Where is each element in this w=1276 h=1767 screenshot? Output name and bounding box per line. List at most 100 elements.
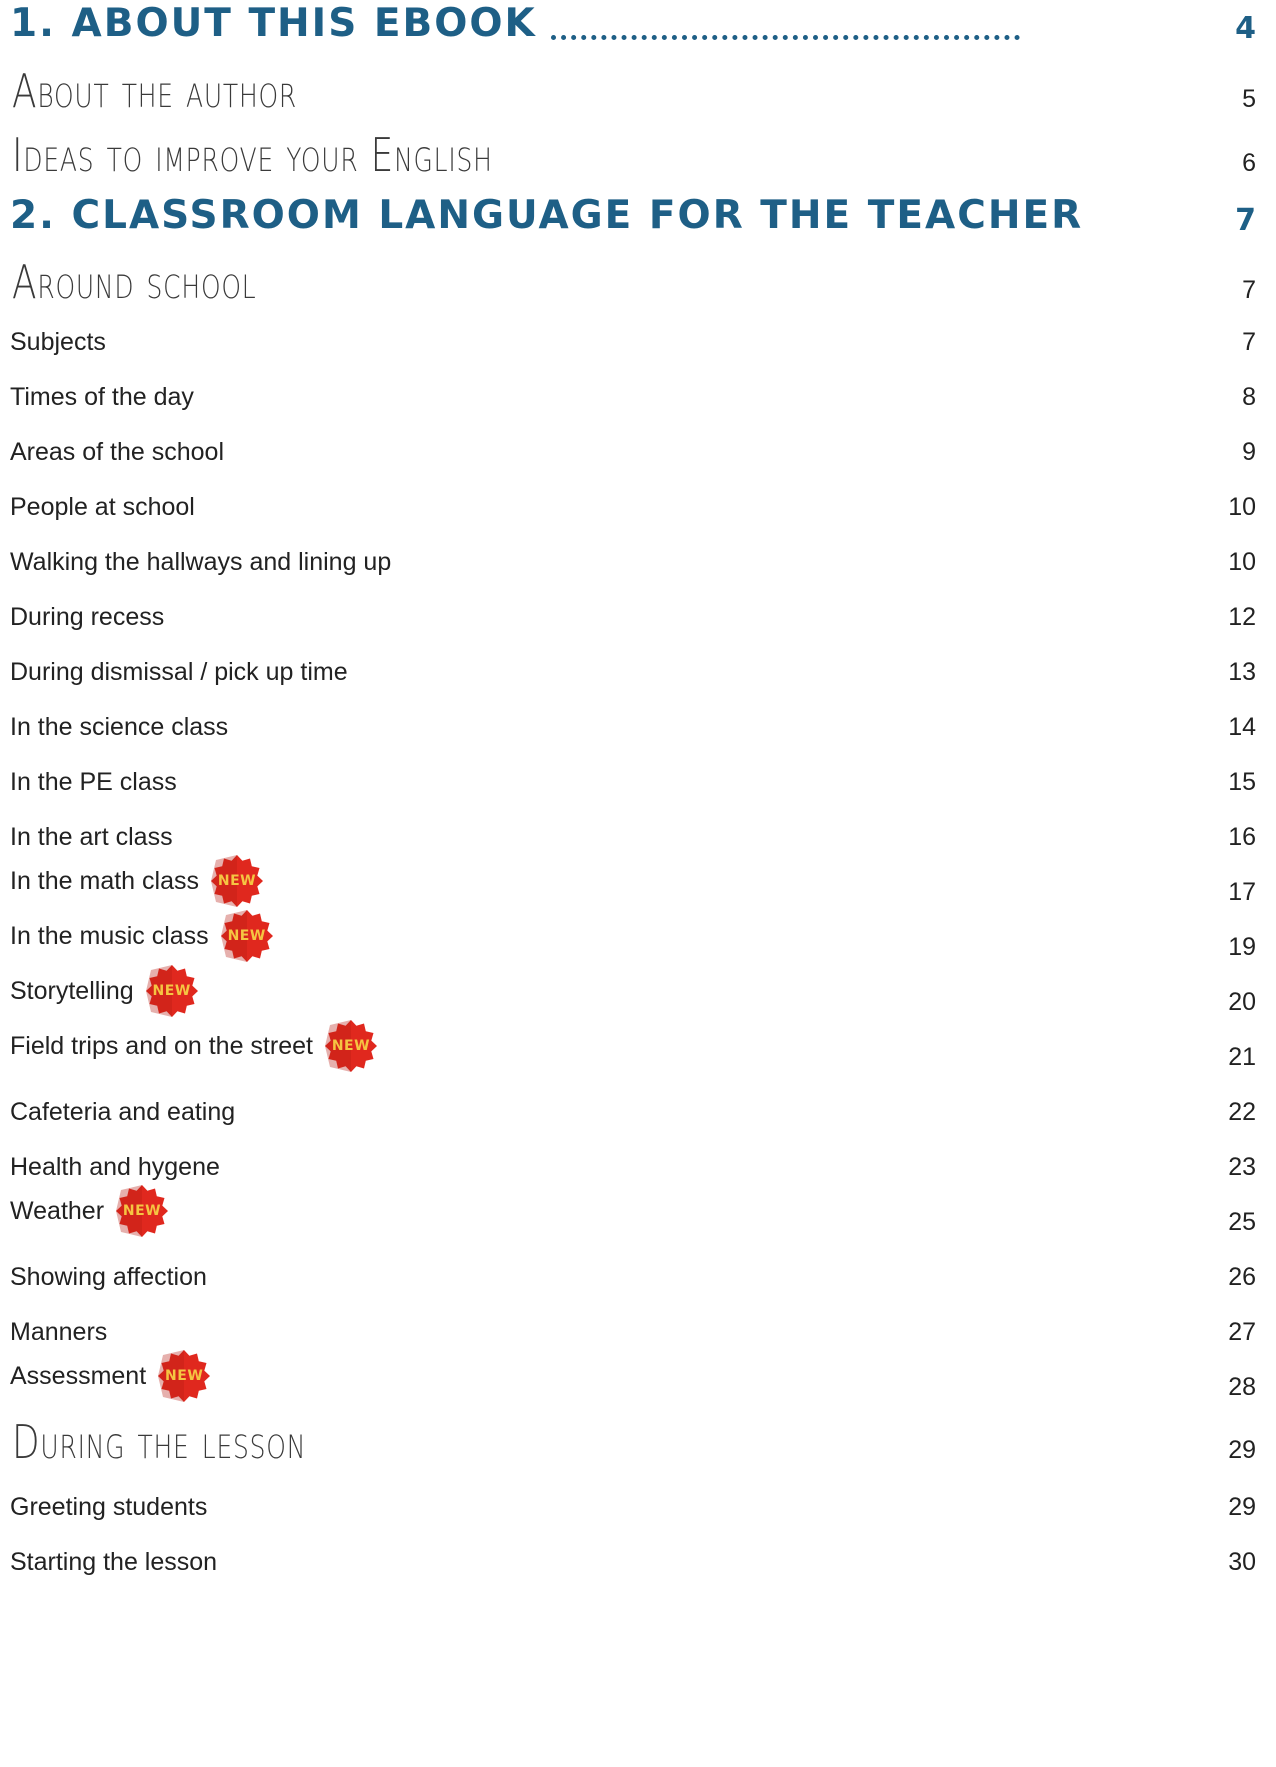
toc-entry[interactable]: Manners 27 <box>0 1302 1276 1357</box>
toc-title: During the lesson <box>12 1415 306 1469</box>
toc-entry[interactable]: In the art class 16 <box>0 807 1276 862</box>
new-badge-label: NEW <box>217 873 257 889</box>
new-badge-icon: NEW <box>210 855 263 907</box>
toc-entry[interactable]: Health and hygene 23 <box>0 1137 1276 1192</box>
toc-title-text: Health and hygene <box>10 1153 220 1181</box>
toc-chapter[interactable]: 1. About this ebook 4 <box>0 0 1276 60</box>
toc-title: Subjects <box>10 328 106 357</box>
toc-title-text: Subjects <box>10 328 106 356</box>
toc-title: In the art class <box>10 823 173 852</box>
toc-entry[interactable]: In the science class 14 <box>0 697 1276 752</box>
toc-title-text: Storytelling <box>10 976 134 1005</box>
toc-title-text: Ideas to improve your English <box>12 128 493 182</box>
toc-title: Cafeteria and eating <box>10 1098 235 1127</box>
toc-entry[interactable]: People at school 10 <box>0 477 1276 532</box>
toc-page-number: 27 <box>1228 1318 1256 1346</box>
toc-entry[interactable]: In the math class NEW 17 <box>0 855 1276 917</box>
new-badge-label: NEW <box>165 1368 204 1384</box>
toc-page-number: 6 <box>1242 149 1256 177</box>
toc-entry[interactable]: Assessment NEW 28 <box>0 1350 1276 1412</box>
toc-title: During dismissal / pick up time <box>10 658 348 687</box>
toc-page-number: 12 <box>1228 603 1256 631</box>
toc-title: Starting the lesson <box>10 1548 217 1577</box>
toc-title-text: 2. Classroom language for the teacher <box>10 193 1084 238</box>
toc-entry[interactable]: In the music class NEW 19 <box>0 910 1276 972</box>
toc-page-number: 29 <box>1228 1493 1256 1521</box>
toc-page-number: 7 <box>1242 276 1256 304</box>
toc-page-number: 7 <box>1235 203 1256 238</box>
toc-page-number: 21 <box>1228 1043 1256 1071</box>
toc-section[interactable]: About the author 5 <box>0 63 1276 126</box>
toc-title-text: Greeting students <box>10 1493 208 1521</box>
toc-page-number: 14 <box>1228 713 1256 741</box>
toc-title-text: Times of the day <box>10 383 194 411</box>
toc-title-text: Weather <box>10 1196 105 1225</box>
toc-title-text: About the author <box>12 64 298 118</box>
toc-entry[interactable]: During recess 12 <box>0 587 1276 642</box>
toc-entry[interactable]: During dismissal / pick up time 13 <box>0 642 1276 697</box>
toc-title-text: Areas of the school <box>10 438 225 466</box>
toc-chapter[interactable]: 2. Classroom language for the teacher 7 <box>0 189 1276 252</box>
toc-page-number: 9 <box>1242 438 1256 466</box>
toc-entry[interactable]: Greeting students 29 <box>0 1477 1276 1532</box>
toc-page-number: 22 <box>1228 1098 1256 1126</box>
toc-entry[interactable]: Field trips and on the street NEW 21 <box>0 1020 1276 1082</box>
toc-title-text: Field trips and on the street <box>10 1031 313 1060</box>
toc-title-text: Around school <box>12 255 257 309</box>
toc-title: In the science class <box>10 713 228 742</box>
toc-title: Manners <box>10 1318 107 1347</box>
toc-entry[interactable]: Times of the day 8 <box>0 367 1276 422</box>
toc-title-text: In the math class <box>10 866 199 895</box>
new-badge-label: NEW <box>122 1203 162 1219</box>
toc-entry[interactable]: Walking the hallways and lining up 10 <box>0 532 1276 587</box>
toc-page-number: 19 <box>1228 933 1256 961</box>
toc-page-number: 10 <box>1228 493 1256 521</box>
toc-entry[interactable]: Cafeteria and eating 22 <box>0 1082 1276 1137</box>
toc-title: Greeting students <box>10 1493 207 1522</box>
toc-title: Health and hygene <box>10 1153 220 1182</box>
toc-entry[interactable]: Weather NEW 25 <box>0 1185 1276 1247</box>
toc-page-number: 16 <box>1228 823 1256 851</box>
toc-page-number: 23 <box>1228 1153 1256 1181</box>
new-badge-icon: NEW <box>324 1020 377 1072</box>
toc-page-number: 13 <box>1228 658 1256 686</box>
toc-entry[interactable]: In the PE class 15 <box>0 752 1276 807</box>
toc-entry[interactable]: Subjects 7 <box>0 312 1276 367</box>
toc-title-text: During the lesson <box>12 1415 307 1469</box>
toc-section[interactable]: Ideas to improve your English 6 <box>0 127 1276 190</box>
toc-page-number: 17 <box>1228 878 1256 906</box>
new-badge-icon: NEW <box>145 965 198 1017</box>
toc-title-text: Starting the lesson <box>10 1548 218 1576</box>
toc-entry[interactable]: Showing affection 26 <box>0 1247 1276 1302</box>
toc-entry[interactable]: Starting the lesson 30 <box>0 1532 1276 1587</box>
toc-title: Ideas to improve your English <box>12 128 493 182</box>
toc-title-text: Showing affection <box>10 1263 207 1291</box>
toc-entry[interactable]: Storytelling NEW 20 <box>0 965 1276 1027</box>
toc-page-number: 29 <box>1228 1436 1256 1464</box>
toc-title-text: Assessment <box>10 1361 147 1390</box>
toc-title: During recess <box>10 603 164 632</box>
toc-title: Showing affection <box>10 1263 207 1292</box>
toc-section[interactable]: During the lesson 29 <box>0 1414 1276 1477</box>
toc-title: In the math class NEW <box>10 855 263 907</box>
toc-page-number: 25 <box>1228 1208 1256 1236</box>
new-badge-label: NEW <box>331 1038 371 1054</box>
toc-page-number: 7 <box>1242 328 1256 356</box>
toc-title: About the author <box>12 64 297 118</box>
toc-title: Storytelling NEW <box>10 965 198 1017</box>
toc-section[interactable]: Around school 7 <box>0 254 1276 317</box>
new-badge-icon: NEW <box>158 1350 211 1402</box>
toc-entry[interactable]: Areas of the school 9 <box>0 422 1276 477</box>
toc-title-text: In the science class <box>10 713 229 741</box>
toc-title-text: In the art class <box>10 823 173 851</box>
toc-title-text: Cafeteria and eating <box>10 1098 236 1126</box>
toc-title-text: During dismissal / pick up time <box>10 658 348 686</box>
toc-page-number: 26 <box>1228 1263 1256 1291</box>
dot-leader <box>550 35 1020 40</box>
toc-title-text: In the PE class <box>10 768 177 796</box>
toc-title-text: People at school <box>10 493 195 521</box>
toc-title: Walking the hallways and lining up <box>10 548 391 577</box>
toc-title: 2. Classroom language for the teacher <box>10 193 1083 238</box>
toc-title: Weather NEW <box>10 1185 169 1237</box>
toc-page-number: 4 <box>1235 11 1256 46</box>
